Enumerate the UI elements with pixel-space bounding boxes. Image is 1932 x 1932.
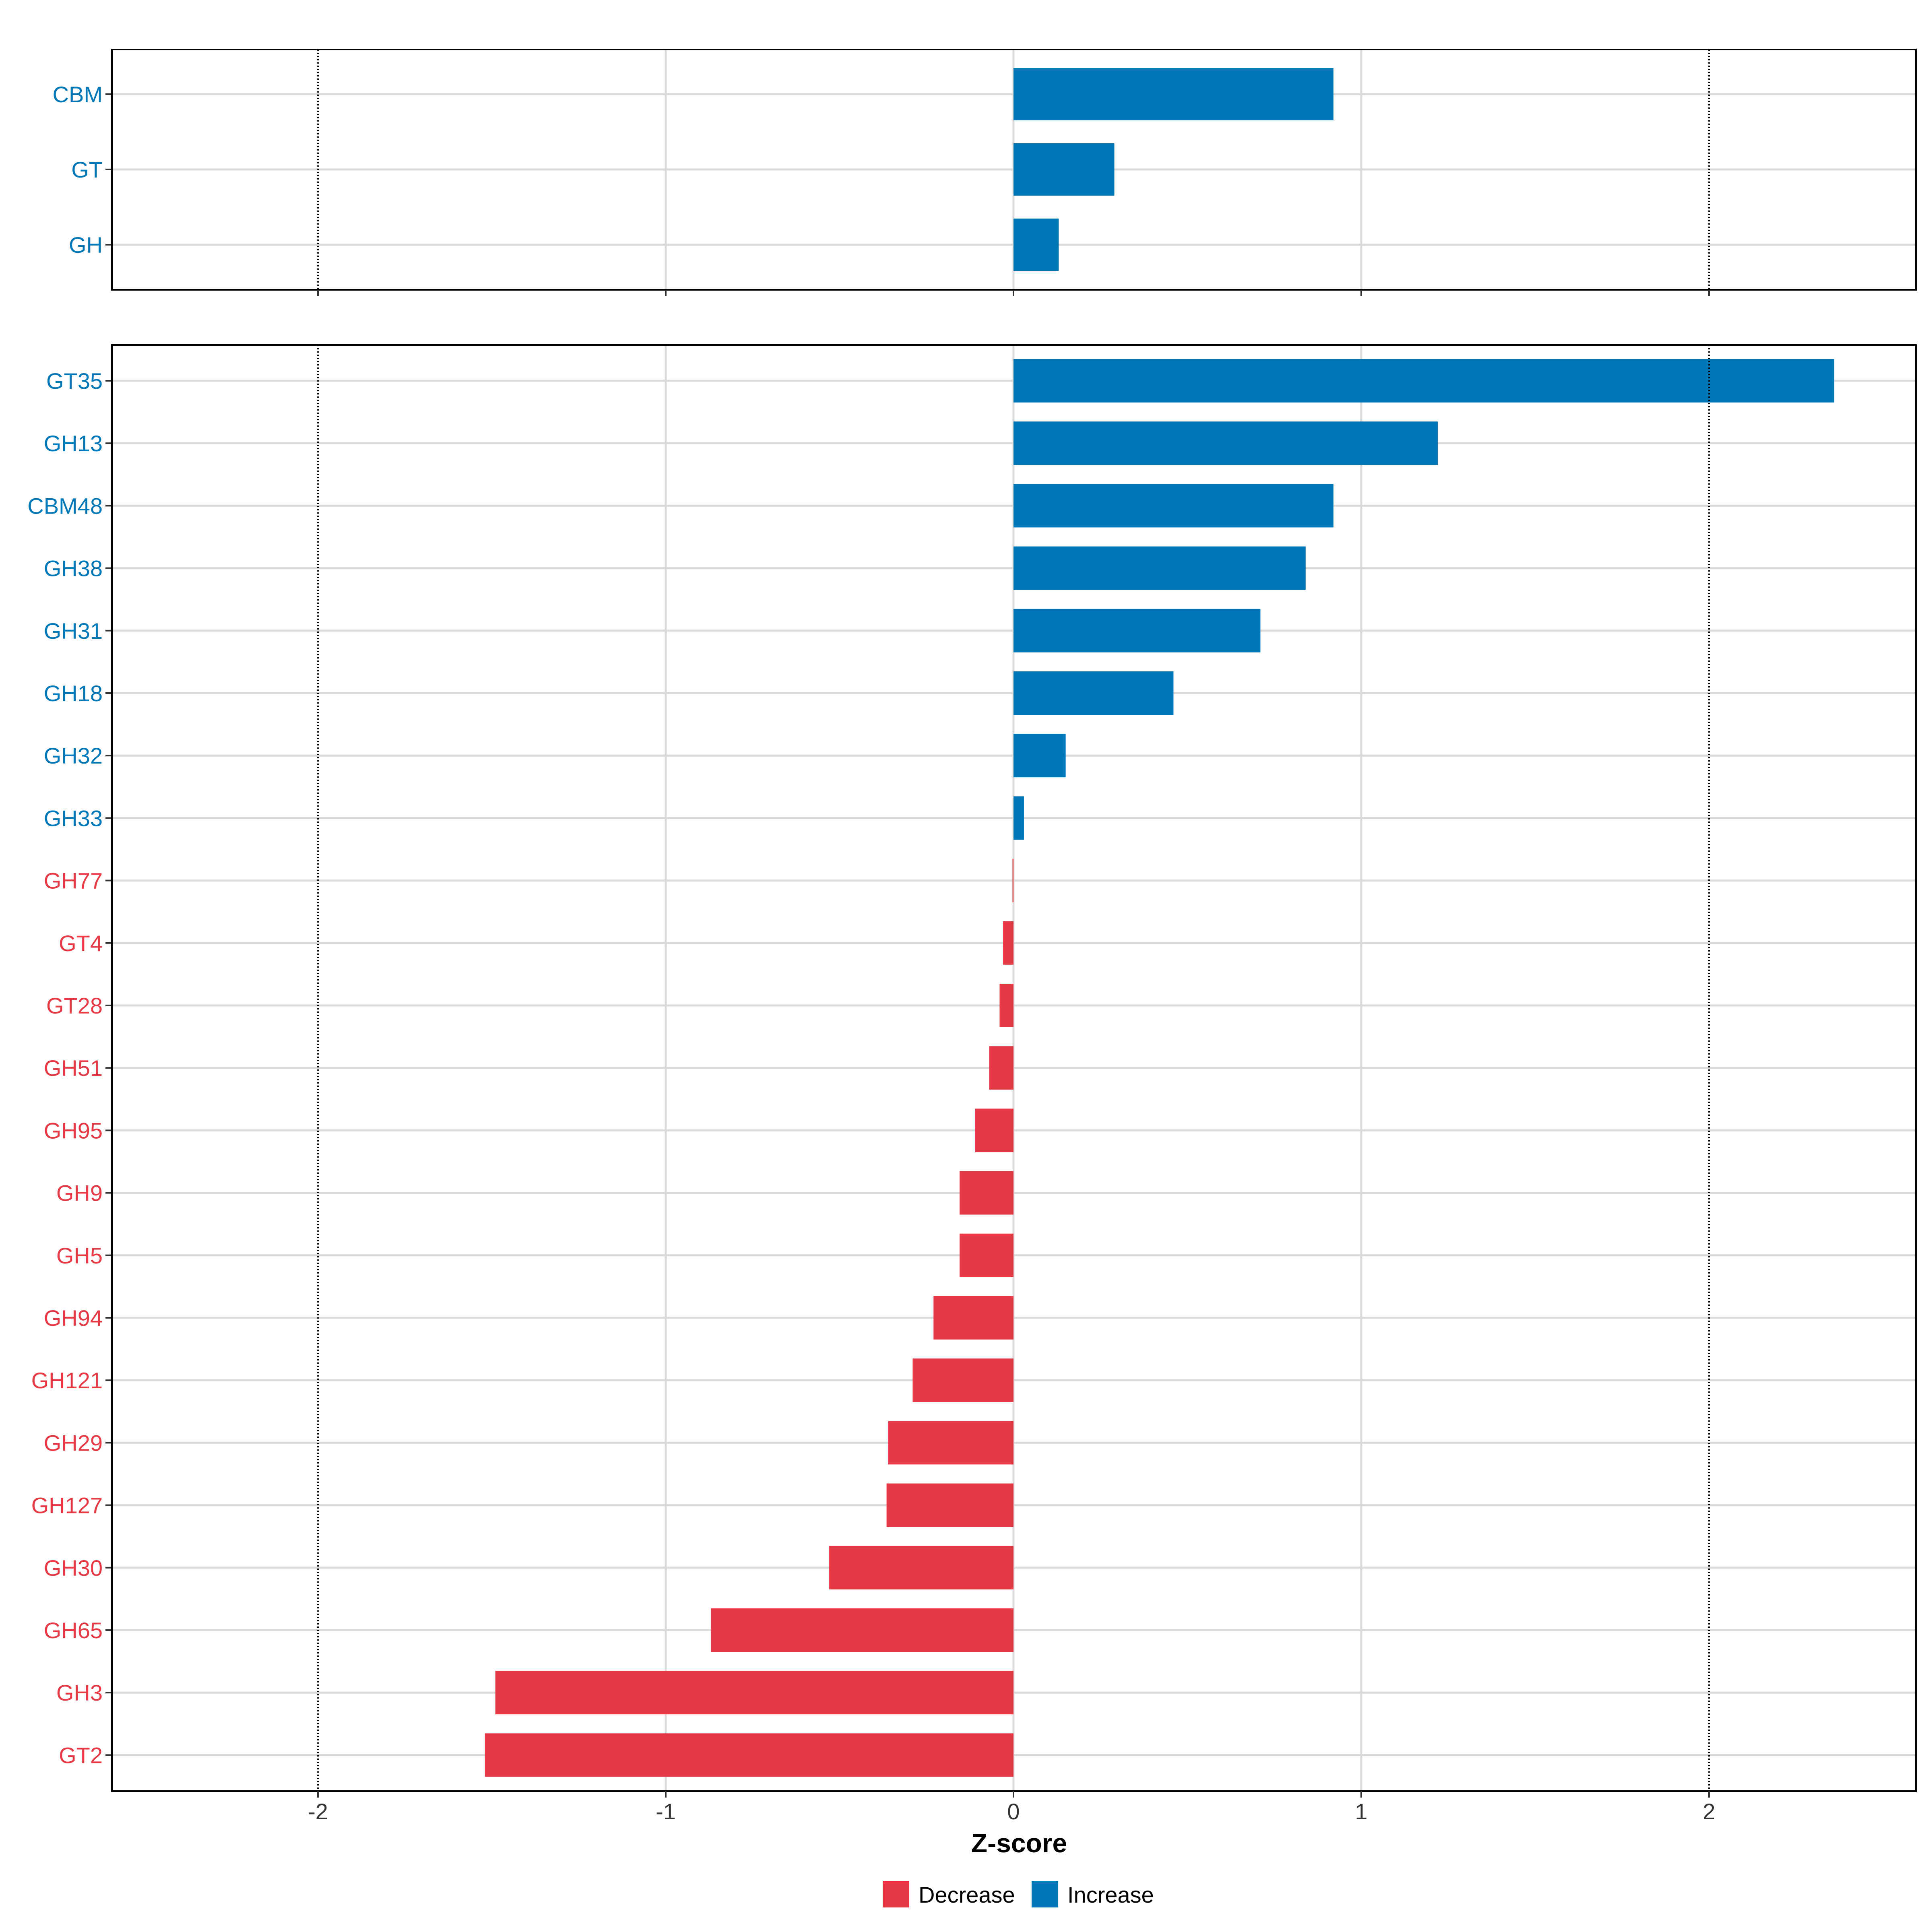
bottom-bar-gh30 bbox=[829, 1546, 1013, 1589]
top-bar-gh bbox=[1013, 219, 1059, 271]
bottom-bar-gh94 bbox=[933, 1296, 1013, 1340]
top-category-label: GH bbox=[69, 232, 103, 258]
bottom-bar-gh29 bbox=[888, 1421, 1013, 1465]
legend: Decrease Increase bbox=[883, 1881, 1154, 1907]
bottom-category-label: GH77 bbox=[44, 868, 103, 894]
bottom-category-label: GH18 bbox=[44, 681, 103, 706]
top-bar-gt bbox=[1013, 143, 1115, 196]
x-tick-label: 0 bbox=[1007, 1799, 1020, 1824]
legend-swatch-increase bbox=[1032, 1881, 1058, 1907]
bottom-category-label: GH51 bbox=[44, 1055, 103, 1081]
legend-label-decrease: Decrease bbox=[919, 1882, 1015, 1907]
bottom-bar-gh5 bbox=[960, 1233, 1013, 1277]
bottom-bar-gh65 bbox=[711, 1608, 1013, 1652]
top-category-label: CBM bbox=[53, 82, 103, 107]
bottom-bar-gh127 bbox=[886, 1483, 1013, 1527]
top-bar-cbm bbox=[1013, 68, 1333, 120]
bottom-category-label: GT35 bbox=[46, 368, 103, 394]
bottom-category-label: GH65 bbox=[44, 1618, 103, 1643]
x-tick-label: -1 bbox=[656, 1799, 676, 1824]
bottom-category-label: GH127 bbox=[31, 1493, 103, 1518]
bottom-category-label: GT28 bbox=[46, 993, 103, 1018]
bottom-category-label: GT2 bbox=[59, 1742, 103, 1768]
x-tick-label: 1 bbox=[1355, 1799, 1367, 1824]
bottom-bar-gh121 bbox=[912, 1358, 1013, 1402]
bottom-bar-gh18 bbox=[1013, 671, 1174, 715]
bottom-bar-gh3 bbox=[495, 1671, 1013, 1715]
bottom-panel: GT35 GH13 CBM48 GH38 GH31 GH18 GH32 GH33 GH77 GT4… bbox=[27, 344, 1917, 1798]
bottom-bar-gh95 bbox=[975, 1108, 1013, 1152]
bottom-bar-gh77 bbox=[1012, 859, 1013, 902]
legend-label-increase: Increase bbox=[1067, 1882, 1154, 1907]
bottom-category-label: GT4 bbox=[59, 931, 103, 956]
bottom-bar-gh13 bbox=[1013, 421, 1438, 465]
bottom-bar-gh51 bbox=[989, 1046, 1013, 1090]
x-tick-label: 2 bbox=[1703, 1799, 1715, 1824]
bottom-bar-cbm48 bbox=[1013, 484, 1333, 528]
bottom-category-label: GH38 bbox=[44, 556, 103, 581]
x-axis-title: Z-score bbox=[971, 1828, 1067, 1858]
bottom-bar-gt2 bbox=[485, 1733, 1013, 1777]
x-tick-label: -2 bbox=[308, 1799, 328, 1824]
top-category-label: GT bbox=[71, 157, 103, 182]
bottom-category-label: GH95 bbox=[44, 1118, 103, 1143]
bottom-category-label: GH30 bbox=[44, 1555, 103, 1581]
bottom-bar-gt4 bbox=[1003, 921, 1013, 965]
bottom-category-label: GH5 bbox=[56, 1243, 103, 1268]
bottom-bar-gh9 bbox=[960, 1171, 1013, 1215]
bottom-bar-gt28 bbox=[999, 984, 1013, 1027]
bottom-bar-gh31 bbox=[1013, 609, 1261, 652]
bottom-category-label: GH33 bbox=[44, 805, 103, 831]
bottom-category-label: GH13 bbox=[44, 431, 103, 456]
bottom-bar-gt35 bbox=[1013, 359, 1835, 402]
top-panel: CBM GT GH bbox=[53, 49, 1917, 296]
bottom-category-label: GH121 bbox=[31, 1368, 103, 1393]
x-axis: -2 -1 0 1 2 bbox=[308, 1799, 1715, 1824]
bottom-bar-gh38 bbox=[1013, 546, 1306, 590]
bottom-category-label: GH3 bbox=[56, 1680, 103, 1705]
bottom-category-label: GH9 bbox=[56, 1181, 103, 1206]
bottom-category-label: CBM48 bbox=[27, 493, 103, 518]
bottom-bar-gh32 bbox=[1013, 734, 1066, 778]
bottom-category-label: GH32 bbox=[44, 743, 103, 768]
legend-swatch-decrease bbox=[883, 1881, 909, 1907]
bottom-bar-gh33 bbox=[1013, 796, 1024, 840]
bottom-category-label: GH29 bbox=[44, 1430, 103, 1455]
bottom-category-label: GH94 bbox=[44, 1305, 103, 1331]
bottom-category-label: GH31 bbox=[44, 618, 103, 644]
